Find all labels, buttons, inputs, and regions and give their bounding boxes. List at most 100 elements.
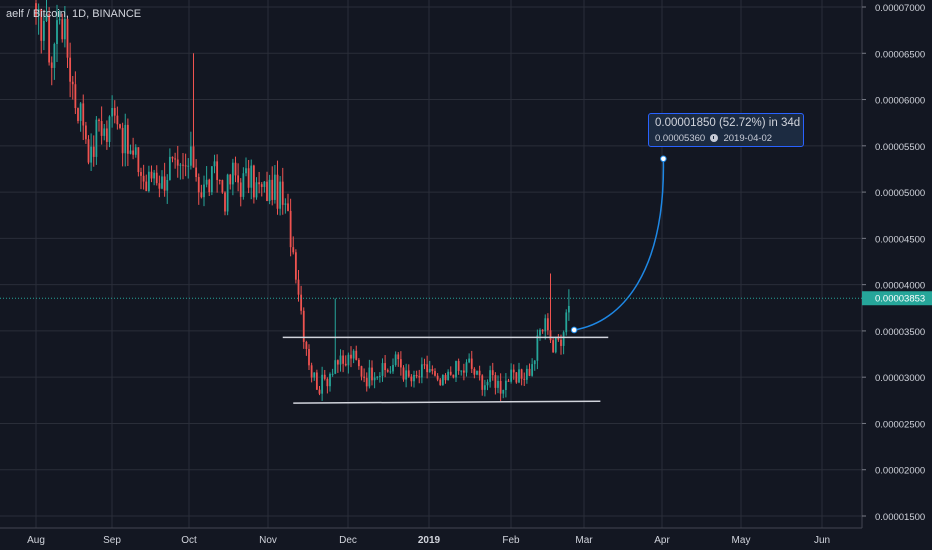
chart-title: aelf / Bitcoin, 1D, BINANCE	[6, 8, 142, 20]
price-tick-label: 0.00003000	[875, 373, 925, 384]
candle-down	[174, 158, 177, 160]
candle-up	[329, 373, 331, 387]
candle-down	[87, 139, 90, 163]
candle-down	[560, 339, 562, 346]
support-trendline[interactable]	[293, 400, 601, 404]
candle-up	[331, 373, 334, 375]
projection-target-date: 2019-04-02	[723, 133, 773, 144]
candle-up	[242, 173, 245, 197]
price-tick-label: 0.00004500	[875, 234, 925, 245]
candle-down	[239, 182, 242, 197]
candle-up	[166, 179, 169, 191]
time-tick-label: Oct	[181, 535, 197, 546]
candle-down	[35, 3, 37, 16]
candle-up	[321, 374, 324, 394]
candle-down	[100, 121, 103, 136]
candle-up	[129, 150, 132, 154]
candle-up	[273, 174, 276, 200]
projection-end-point[interactable]	[660, 155, 667, 163]
price-tick-label: 0.00002000	[875, 466, 925, 477]
candle-down	[171, 156, 174, 159]
candle-down	[163, 176, 166, 191]
candle-down	[66, 19, 69, 58]
candle-down	[360, 366, 363, 377]
candle-up	[441, 374, 444, 385]
candle-up	[497, 380, 499, 388]
candle-down	[371, 367, 373, 381]
candle-down	[292, 247, 295, 253]
candle-down	[342, 355, 345, 364]
last-price-label: 0.00003853	[875, 294, 925, 305]
candle-up	[134, 147, 137, 155]
time-axis[interactable]: Aug Sep Oct Nov Dec 2019 Feb Mar Apr May Jun	[27, 535, 830, 546]
candle-down	[182, 164, 184, 166]
candle-up	[405, 370, 408, 380]
candle-down	[308, 349, 310, 366]
candle-up	[213, 161, 216, 167]
candle-down	[520, 369, 523, 379]
candle-down	[365, 377, 368, 387]
candle-down	[512, 369, 515, 373]
price-tick-label: 0.00001500	[875, 512, 925, 523]
candle-down	[92, 146, 95, 157]
candle-down	[142, 175, 145, 182]
candle-up	[460, 370, 463, 372]
candle-up	[63, 19, 66, 40]
candle-down	[363, 376, 366, 378]
candle-up	[447, 371, 450, 381]
candle-down	[384, 363, 387, 371]
candle-up	[179, 164, 182, 166]
candle-down	[326, 378, 329, 387]
candle-up	[189, 146, 192, 166]
drawings[interactable]	[282, 155, 667, 404]
candle-up	[53, 44, 56, 68]
price-axis[interactable]: 0.00007000 0.00006500 0.00006000 0.00005500…	[862, 3, 925, 523]
candle-down	[294, 252, 297, 280]
candle-down	[494, 375, 497, 388]
candle-down	[266, 181, 268, 201]
projection-arrow[interactable]	[574, 158, 665, 331]
candle-down	[50, 62, 53, 68]
candle-down	[77, 108, 79, 121]
candle-down	[71, 81, 74, 85]
candle-down	[48, 13, 51, 63]
candle-down	[415, 374, 418, 377]
candle-up	[518, 369, 520, 383]
candle-down	[523, 378, 526, 380]
candle-down	[195, 167, 198, 178]
candle-down	[426, 364, 429, 373]
candle-down	[302, 310, 305, 342]
candle-up	[465, 362, 468, 373]
candle-down	[105, 128, 108, 142]
candle-up	[161, 176, 163, 189]
candle-up	[567, 305, 570, 313]
candle-down	[397, 354, 400, 360]
candle-up	[205, 179, 208, 185]
candle-down	[234, 162, 237, 176]
candle-down	[323, 374, 326, 379]
candle-up	[250, 165, 253, 188]
time-scale-background	[0, 528, 932, 550]
candle-down	[281, 181, 284, 205]
candle-up	[378, 375, 381, 377]
candle-up	[279, 181, 282, 209]
candle-down	[98, 119, 100, 122]
candle-up	[562, 332, 565, 346]
projection-label[interactable]: 0.00001850 (52.72%) in 34d 0.00005360 20…	[648, 113, 804, 147]
candle-up	[339, 355, 342, 365]
time-tick-label: Feb	[502, 535, 520, 546]
price-tick-label: 0.00007000	[875, 3, 925, 14]
candle-up	[334, 360, 337, 374]
candle-up	[203, 184, 205, 198]
candle-down	[218, 179, 221, 181]
candle-down	[197, 177, 200, 193]
projection-start-point[interactable]	[570, 326, 578, 334]
price-scale-background	[862, 0, 932, 528]
candle-up	[544, 318, 547, 332]
time-tick-label: Aug	[27, 535, 45, 546]
candle-down	[410, 376, 413, 382]
candle-down	[481, 375, 484, 390]
candle-up	[565, 312, 568, 333]
